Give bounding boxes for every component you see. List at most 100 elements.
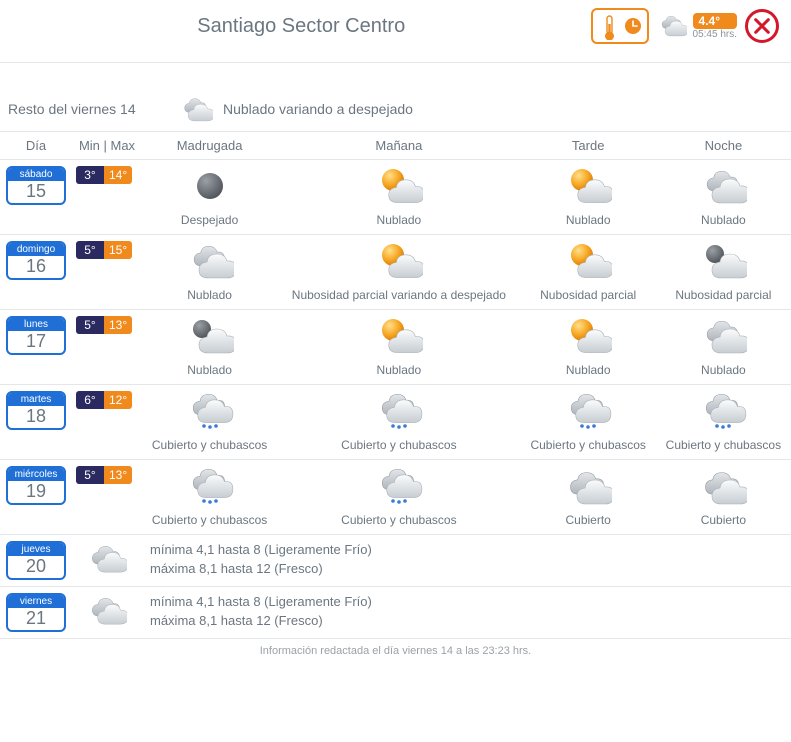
- period-label: Nublado: [525, 213, 652, 228]
- text-forecast: mínima 4,1 hasta 8 (Ligeramente Frío) má…: [142, 535, 791, 587]
- col-manana: Mañana: [277, 132, 520, 160]
- period-cell: Nublado: [142, 310, 277, 385]
- period-label: Cubierto y chubascos: [660, 438, 787, 453]
- overcast-icon: [87, 541, 127, 575]
- temp-range: 3° 14°: [76, 166, 138, 184]
- shower-icon: [375, 466, 423, 506]
- text-day-icon-cell: [72, 535, 142, 587]
- table-row: jueves 20 mínima 4,1 hasta 8 (Ligerament…: [0, 535, 791, 587]
- day-number: 17: [8, 331, 64, 353]
- sensor-badge[interactable]: [591, 8, 649, 44]
- col-madrugada: Madrugada: [142, 132, 277, 160]
- period-cell: Nublado: [277, 310, 520, 385]
- moon-icon: [186, 166, 234, 206]
- text-forecast-min: mínima 4,1 hasta 8 (Ligeramente Frío): [150, 541, 787, 560]
- period-label: Nubosidad parcial variando a despejado: [281, 288, 516, 303]
- forecast-table: Día Min | Max Madrugada Mañana Tarde Noc…: [0, 132, 791, 639]
- moon-cloud-icon: [699, 241, 747, 281]
- partly-icon: [564, 316, 612, 356]
- temp-max: 15°: [104, 241, 132, 259]
- period-label: Nublado: [525, 363, 652, 378]
- temp-min: 6°: [76, 391, 104, 409]
- day-chip[interactable]: viernes 21: [6, 593, 66, 632]
- temp-range: 6° 12°: [76, 391, 138, 409]
- partly-icon: [564, 166, 612, 206]
- close-button[interactable]: [745, 9, 779, 43]
- period-cell: Nubosidad parcial: [521, 235, 656, 310]
- day-number: 15: [8, 181, 64, 203]
- day-of-week: miércoles: [8, 468, 64, 481]
- temp-min: 5°: [76, 466, 104, 484]
- period-cell: Cubierto y chubascos: [142, 460, 277, 535]
- overcast-icon: [564, 466, 612, 506]
- day-of-week: sábado: [8, 168, 64, 181]
- day-of-week: domingo: [8, 243, 64, 256]
- cloud-icon: [657, 13, 687, 39]
- day-of-week: lunes: [8, 318, 64, 331]
- temp-max: 14°: [104, 166, 132, 184]
- period-cell: Nublado: [656, 160, 791, 235]
- period-label: Cubierto: [525, 513, 652, 528]
- text-forecast-max: máxima 8,1 hasta 12 (Fresco): [150, 560, 787, 579]
- period-cell: Nublado: [521, 160, 656, 235]
- day-chip[interactable]: lunes 17: [6, 316, 66, 355]
- today-condition: Nublado variando a despejado: [179, 95, 413, 123]
- day-number: 20: [8, 556, 64, 578]
- table-header-row: Día Min | Max Madrugada Mañana Tarde Noc…: [0, 132, 791, 160]
- temp-range: 5° 15°: [76, 241, 138, 259]
- cloudy-icon: [699, 166, 747, 206]
- clock-icon: [623, 16, 643, 36]
- period-cell: Cubierto: [656, 460, 791, 535]
- temp-min: 5°: [76, 316, 104, 334]
- shower-icon: [699, 391, 747, 431]
- day-chip[interactable]: jueves 20: [6, 541, 66, 580]
- today-label: Resto del viernes 14: [4, 101, 179, 117]
- table-row: miércoles 19 5° 13° Cubierto y chubascos…: [0, 460, 791, 535]
- partly-icon: [375, 166, 423, 206]
- period-label: Cubierto y chubascos: [146, 438, 273, 453]
- day-of-week: martes: [8, 393, 64, 406]
- day-chip[interactable]: domingo 16: [6, 241, 66, 280]
- period-label: Cubierto y chubascos: [525, 438, 652, 453]
- day-number: 18: [8, 406, 64, 428]
- period-label: Nublado: [281, 363, 516, 378]
- period-cell: Nublado: [656, 310, 791, 385]
- period-label: Nubosidad parcial: [525, 288, 652, 303]
- partly-icon: [564, 241, 612, 281]
- close-icon: [753, 17, 771, 35]
- today-condition-text: Nublado variando a despejado: [223, 101, 413, 117]
- header-right: 4.4° 05:45 hrs.: [591, 8, 779, 44]
- period-cell: Nubosidad parcial: [656, 235, 791, 310]
- day-number: 21: [8, 608, 64, 630]
- partly-icon: [375, 316, 423, 356]
- text-forecast-max: máxima 8,1 hasta 12 (Fresco): [150, 612, 787, 631]
- period-label: Nublado: [660, 363, 787, 378]
- today-row: Resto del viernes 14 Nublado variando a …: [0, 87, 791, 132]
- period-label: Nublado: [281, 213, 516, 228]
- shower-icon: [186, 391, 234, 431]
- period-label: Cubierto y chubascos: [281, 438, 516, 453]
- today-icon: [179, 95, 213, 123]
- day-chip[interactable]: miércoles 19: [6, 466, 66, 505]
- moon-cloud-icon: [186, 316, 234, 356]
- thermometer-icon: [597, 12, 619, 40]
- day-of-week: jueves: [8, 543, 64, 556]
- overcast-icon: [87, 593, 127, 627]
- period-cell: Cubierto y chubascos: [277, 385, 520, 460]
- temp-max: 12°: [104, 391, 132, 409]
- cloudy-icon: [186, 241, 234, 281]
- period-cell: Nublado: [142, 235, 277, 310]
- day-chip[interactable]: martes 18: [6, 391, 66, 430]
- day-chip[interactable]: sábado 15: [6, 166, 66, 205]
- period-label: Nublado: [146, 363, 273, 378]
- period-label: Despejado: [146, 213, 273, 228]
- current-reading: 4.4° 05:45 hrs.: [657, 13, 737, 40]
- header: Santiago Sector Centro 4.4° 05:45 hrs.: [0, 0, 791, 63]
- col-minmax: Min | Max: [72, 132, 142, 160]
- period-label: Cubierto y chubascos: [146, 513, 273, 528]
- text-day-icon-cell: [72, 587, 142, 639]
- period-cell: Cubierto: [521, 460, 656, 535]
- period-cell: Cubierto y chubascos: [142, 385, 277, 460]
- text-forecast: mínima 4,1 hasta 8 (Ligeramente Frío) má…: [142, 587, 791, 639]
- text-forecast-min: mínima 4,1 hasta 8 (Ligeramente Frío): [150, 593, 787, 612]
